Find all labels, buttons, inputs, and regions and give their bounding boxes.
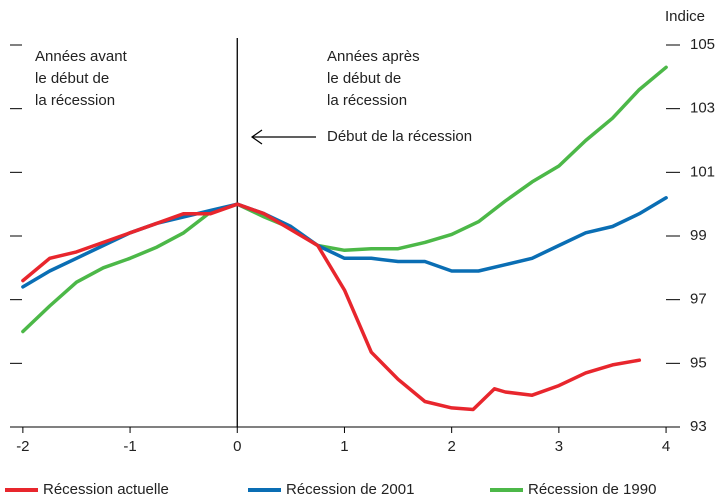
y-tick-label: 97 [690,291,707,308]
y-tick-label: 95 [690,354,707,371]
x-tick-label: 3 [555,438,563,455]
x-tick-label: -2 [16,438,29,455]
x-tick-label: -1 [123,438,136,455]
annotation-arrowhead [250,129,263,145]
legend-label: Récession actuelle [43,481,169,498]
x-tick-label: 1 [340,438,348,455]
x-tick-label: 2 [447,438,455,455]
annotation: la récession [327,92,407,109]
annotation: le début de [327,70,401,87]
y-axis-label: Indice [665,8,705,25]
legend-label: Récession de 2001 [286,481,414,498]
series-line [21,65,668,334]
annotation: Années après [327,48,420,65]
annotation: Début de la récession [327,128,472,145]
x-tick-label: 4 [662,438,670,455]
annotation: le début de [35,70,109,87]
series-line [21,196,668,289]
annotation: Années avant [35,48,128,65]
y-tick-label: 105 [690,36,715,53]
y-tick-label: 101 [690,163,715,180]
y-tick-label: 103 [690,100,715,117]
x-tick-label: 0 [233,438,241,455]
y-tick-label: 99 [690,227,707,244]
annotation: la récession [35,92,115,109]
legend-label: Récession de 1990 [528,481,656,498]
y-tick-label: 93 [690,418,707,435]
series-line [21,202,642,412]
